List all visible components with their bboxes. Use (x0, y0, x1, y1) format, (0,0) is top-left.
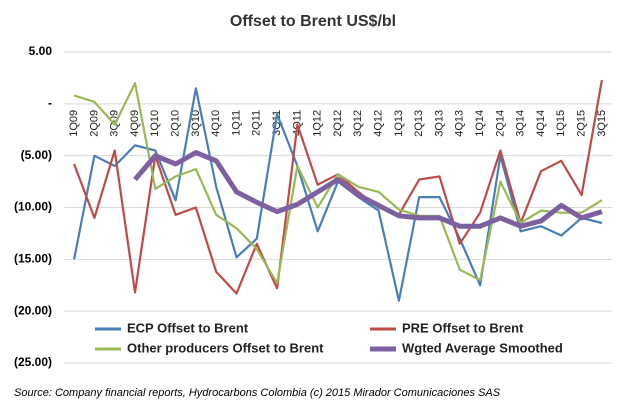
series-line (73, 82, 603, 285)
chart-title: Offset to Brent US$/bl (230, 13, 396, 30)
legend-label: ECP Offset to Brent (127, 320, 249, 335)
y-tick-label: (20.00) (14, 303, 52, 317)
x-tick-label: 3Q15 (596, 110, 608, 137)
x-tick-label: 1Q15 (555, 110, 567, 137)
x-tick-label: 4Q12 (372, 110, 384, 137)
x-tick-label: 3Q13 (433, 110, 445, 137)
x-tick-label: 1Q14 (474, 110, 486, 137)
x-tick-label: 2Q10 (170, 110, 182, 137)
x-tick-label: 1Q10 (149, 110, 161, 137)
y-tick-label: 5.00 (29, 44, 53, 58)
y-tick-label: (10.00) (14, 200, 52, 214)
series-line (133, 150, 603, 229)
x-tick-label: 4Q09 (129, 110, 141, 137)
x-tick-label: 2Q09 (88, 110, 100, 137)
x-tick-label: 4Q10 (210, 110, 222, 137)
x-tick-label: 4Q11 (291, 110, 303, 136)
x-tick-label: 3Q14 (515, 110, 527, 137)
x-tick-label: 2Q12 (332, 110, 344, 137)
x-tick-label: 2Q14 (494, 110, 506, 137)
x-tick-label: 2Q13 (413, 110, 425, 137)
source-note: Source: Company financial reports, Hydro… (14, 387, 501, 399)
x-tick-label: 2Q11 (251, 110, 263, 136)
y-tick-label: - (48, 96, 52, 110)
x-tick-label: 4Q14 (535, 110, 547, 137)
y-tick-label: (5.00) (21, 148, 52, 162)
x-tick-label: 2Q15 (575, 110, 587, 137)
y-tick-label: (15.00) (14, 252, 52, 266)
x-tick-label: 1Q09 (68, 110, 80, 137)
legend-label: Wgted Average Smoothed (402, 340, 563, 355)
x-tick-label: 1Q12 (312, 110, 324, 137)
x-tick-label: 4Q13 (454, 110, 466, 137)
x-tick-label: 3Q12 (352, 110, 364, 137)
x-tick-label: 1Q11 (230, 110, 242, 136)
legend-label: PRE Offset to Brent (402, 320, 524, 335)
x-tick-label: 1Q13 (393, 110, 405, 137)
y-tick-label: (25.00) (14, 355, 52, 369)
legend-label: Other producers Offset to Brent (127, 340, 324, 355)
x-tick-label: 3Q10 (190, 110, 202, 137)
